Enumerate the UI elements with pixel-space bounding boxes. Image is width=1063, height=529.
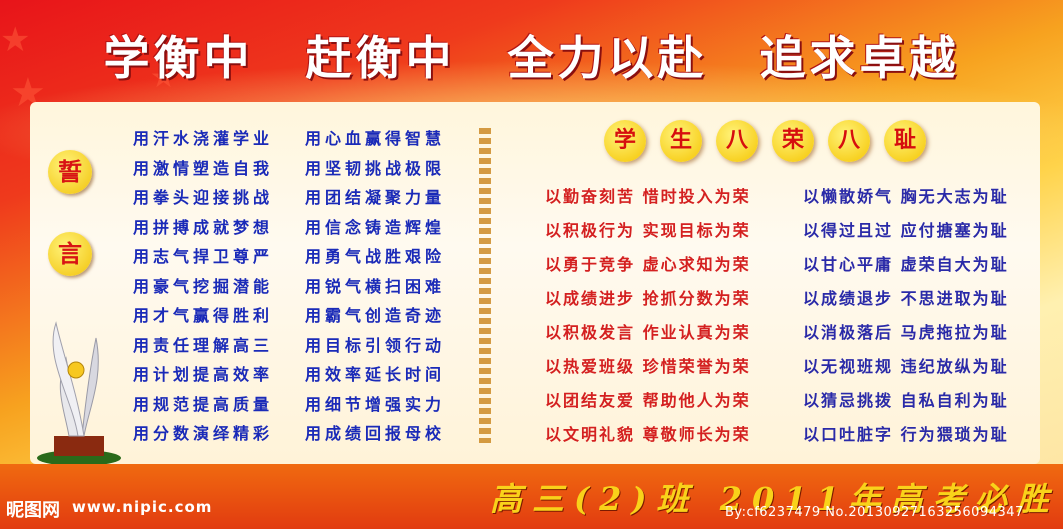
oath-line: 用目标引领行动	[305, 335, 446, 355]
star-icon: ★	[150, 60, 177, 95]
title-part: 学衡中	[103, 32, 254, 84]
oath-line: 用霸气创造奇迹	[305, 306, 446, 325]
honor-title-badge: 学	[604, 120, 646, 162]
oath-line: 用细节增强实力	[305, 394, 446, 414]
site-logo: 昵图网	[6, 500, 60, 521]
honor-title-badge: 生	[660, 120, 702, 162]
image-id-text: By:cf6237479 No.20130927163256094347	[725, 505, 1024, 520]
oath-line: 用激情塑造自我	[133, 158, 274, 178]
honor-list: 以勤奋刻苦 惜时投入为荣 以积极行为 实现目标为荣 以勇于竞争 虚心求知为荣 以…	[545, 180, 751, 452]
shame-line: 以消极落后 马虎拖拉为耻	[803, 323, 1009, 342]
honor-title-badge: 八	[828, 120, 870, 162]
shame-line: 以无视班规 违纪放纵为耻	[803, 357, 1009, 376]
footer-slogan: 高三(2)班 2011年高考必胜	[490, 480, 1059, 518]
oath-line: 用分数演绎精彩	[133, 424, 274, 443]
honor-title-badge: 耻	[884, 120, 926, 162]
footer-band	[0, 464, 1063, 529]
oath-line: 用拳头迎接挑战	[133, 188, 274, 207]
honor-title-badge: 八	[716, 120, 758, 162]
oath-line: 用锐气横扫困难	[305, 276, 446, 296]
oath-badge: 誓	[48, 150, 92, 194]
oath-line: 用志气捍卫尊严	[133, 247, 274, 266]
honor-line: 以勇于竞争 虚心求知为荣	[545, 255, 751, 274]
site-url: www.nipic.com	[72, 498, 213, 516]
oath-line: 用规范提高质量	[133, 394, 274, 414]
oath-line: 用责任理解高三	[133, 335, 274, 355]
honor-line: 以勤奋刻苦 惜时投入为荣	[545, 187, 751, 206]
oath-line: 用团结凝聚力量	[305, 188, 446, 207]
honor-line: 以积极发言 作业认真为荣	[545, 323, 751, 342]
oath-column-2: 用心血赢得智慧 用坚韧挑战极限 用团结凝聚力量 用信念铸造辉煌 用勇气战胜艰险 …	[305, 124, 445, 449]
oath-line: 用汗水浇灌学业	[133, 129, 274, 148]
page-title: 学衡中 赶衡中 全力以赴 追求卓越	[0, 22, 1063, 88]
oath-line: 用豪气挖掘潜能	[133, 276, 274, 296]
shame-line: 以甘心平庸 虚荣自大为耻	[803, 255, 1009, 274]
oath-line: 用勇气战胜艰险	[305, 247, 446, 266]
honor-line: 以成绩进步 抢抓分数为荣	[545, 289, 751, 308]
honor-line: 以热爱班级 珍惜荣誉为荣	[545, 357, 751, 376]
honor-line: 以文明礼貌 尊敬师长为荣	[545, 425, 751, 444]
honor-title-badge: 荣	[772, 120, 814, 162]
oath-line: 用信念铸造辉煌	[305, 217, 446, 237]
shame-line: 以猜忌挑拨 自私自利为耻	[803, 391, 1009, 410]
oath-line: 用计划提高效率	[133, 365, 274, 384]
oath-line: 用才气赢得胜利	[133, 306, 274, 325]
oath-line: 用心血赢得智慧	[305, 129, 446, 148]
oath-line: 用坚韧挑战极限	[305, 158, 446, 178]
shame-line: 以口吐脏字 行为猥琐为耻	[803, 425, 1009, 444]
honor-line: 以团结友爱 帮助他人为荣	[545, 391, 751, 410]
shame-list: 以懒散娇气 胸无大志为耻 以得过且过 应付搪塞为耻 以甘心平庸 虚荣自大为耻 以…	[803, 180, 1009, 452]
title-part: 全力以赴	[507, 32, 708, 84]
oath-line: 用拼搏成就梦想	[133, 217, 274, 237]
sculpture-icon	[37, 321, 121, 466]
title-part: 追求卓越	[759, 32, 960, 84]
honor-line: 以积极行为 实现目标为荣	[545, 221, 751, 240]
oath-badge: 言	[48, 232, 92, 276]
shame-line: 以成绩退步 不思进取为耻	[803, 289, 1009, 308]
star-icon: ★	[0, 20, 31, 60]
oath-line: 用效率延长时间	[305, 365, 446, 384]
ornament-divider	[479, 128, 491, 443]
title-part: 赶衡中	[305, 32, 456, 84]
oath-column-1: 用汗水浇灌学业 用激情塑造自我 用拳头迎接挑战 用拼搏成就梦想 用志气捍卫尊严 …	[133, 124, 273, 449]
shame-line: 以得过且过 应付搪塞为耻	[803, 221, 1009, 240]
oath-line: 用成绩回报母校	[305, 424, 446, 443]
shame-line: 以懒散娇气 胸无大志为耻	[803, 187, 1009, 206]
content-panel	[30, 102, 1040, 464]
